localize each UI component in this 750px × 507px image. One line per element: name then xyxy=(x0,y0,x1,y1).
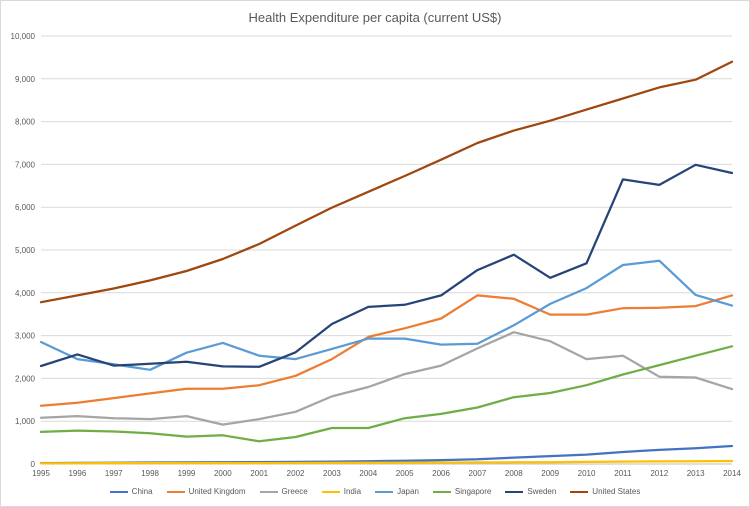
legend-item: United Kingdom xyxy=(166,487,246,496)
y-tick-label: 3,000 xyxy=(15,332,36,341)
legend-label: Sweden xyxy=(527,487,557,496)
legend-label: Japan xyxy=(397,487,419,496)
legend-item: Greece xyxy=(259,487,308,496)
x-tick-label: 2006 xyxy=(432,469,450,478)
legend-swatch xyxy=(166,490,185,493)
x-tick-label: 2001 xyxy=(250,469,268,478)
x-tick-label: 2013 xyxy=(687,469,705,478)
legend-swatch xyxy=(375,490,394,493)
series-line-united-kingdom xyxy=(39,294,734,407)
y-tick-label: 10,000 xyxy=(11,32,36,41)
x-tick-label: 2014 xyxy=(723,469,741,478)
legend-swatch xyxy=(321,490,340,493)
y-tick-label: 1,000 xyxy=(15,417,36,426)
legend-label: India xyxy=(343,487,362,496)
series-line-united-states xyxy=(39,60,734,304)
x-tick-label: 2005 xyxy=(396,469,414,478)
legend-swatch xyxy=(259,490,278,493)
chart-legend: China United Kingdom Greece India Japan Singa… xyxy=(1,487,749,496)
legend-item: Sweden xyxy=(505,487,556,496)
legend-swatch xyxy=(109,490,128,493)
y-tick-label: 6,000 xyxy=(15,203,36,212)
x-tick-label: 2009 xyxy=(541,469,559,478)
x-tick-label: 2000 xyxy=(214,469,232,478)
x-tick-label: 1998 xyxy=(141,469,159,478)
y-tick-label: 9,000 xyxy=(15,75,36,84)
x-tick-label: 2007 xyxy=(469,469,487,478)
series-line-india xyxy=(39,459,734,465)
legend-swatch xyxy=(432,490,451,493)
legend-label: United Kingdom xyxy=(188,487,246,496)
x-tick-label: 2003 xyxy=(323,469,341,478)
y-tick-label: 7,000 xyxy=(15,160,36,169)
legend-swatch xyxy=(505,490,524,493)
x-tick-label: 2011 xyxy=(614,469,632,478)
x-tick-label: 1997 xyxy=(105,469,123,478)
x-tick-label: 1995 xyxy=(32,469,50,478)
series-line-greece xyxy=(39,331,734,426)
y-tick-label: 4,000 xyxy=(15,289,36,298)
x-tick-label: 1999 xyxy=(178,469,196,478)
x-tick-label: 2008 xyxy=(505,469,523,478)
x-tick-label: 2010 xyxy=(578,469,596,478)
legend-item: Japan xyxy=(375,487,419,496)
legend-item: Singapore xyxy=(432,487,492,496)
legend-label: Singapore xyxy=(454,487,492,496)
x-tick-label: 2012 xyxy=(650,469,668,478)
y-tick-label: 2,000 xyxy=(15,374,36,383)
y-tick-label: 8,000 xyxy=(15,118,36,127)
legend-item: United States xyxy=(570,487,640,496)
legend-label: China xyxy=(131,487,153,496)
x-tick-label: 1996 xyxy=(68,469,86,478)
series-line-singapore xyxy=(39,345,734,443)
x-tick-label: 2004 xyxy=(359,469,377,478)
x-tick-label: 2002 xyxy=(287,469,305,478)
y-tick-label: 5,000 xyxy=(15,246,36,255)
chart-title: Health Expenditure per capita (current U… xyxy=(248,10,502,25)
legend-item: China xyxy=(109,487,153,496)
y-tick-label: 0 xyxy=(31,460,36,469)
series-line-sweden xyxy=(39,163,734,368)
legend-item: India xyxy=(321,487,362,496)
legend-label: United States xyxy=(592,487,641,496)
series-line-japan xyxy=(39,259,734,371)
legend-label: Greece xyxy=(281,487,308,496)
legend-swatch xyxy=(570,490,589,493)
